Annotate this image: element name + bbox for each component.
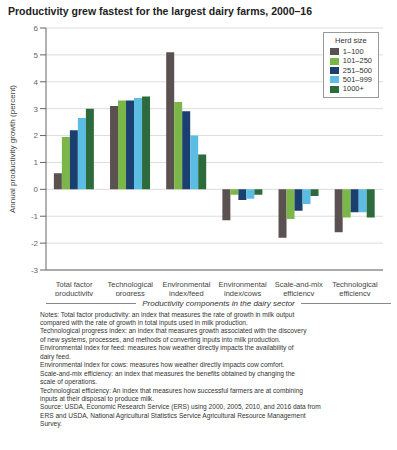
html-text:Scale-and-mix efficiency: an i: Scale-and-mix efficiency: an index that … — [40, 369, 295, 377]
svg-text:1: 1 — [34, 158, 39, 167]
html-text:dairy feed.: dairy feed. — [40, 352, 71, 360]
html-text:Source: USDA, Economic Researc: Source: USDA, Economic Research Service … — [40, 403, 321, 411]
html-text:Notes: Total factor productivi: Notes: Total factor productivity: an ind… — [40, 310, 295, 318]
svg-text:-1: -1 — [31, 212, 39, 221]
html-text:inputs at their disposal to pr: inputs at their disposal to produce milk… — [40, 395, 154, 402]
svg-text:-2: -2 — [31, 239, 39, 248]
html-text:Productivity grew fastest for: Productivity grew fastest for the larges… — [8, 5, 312, 17]
html-text:251–500: 251–500 — [342, 65, 372, 75]
html-text:Survey.: Survey. — [40, 420, 62, 428]
svg-text:Technologicalprogress: Technologicalprogress — [108, 280, 154, 296]
html-text:compared with the rate of grow: compared with the rate of growth in tota… — [40, 319, 248, 326]
html-text:Technological progress index:: Technological progress index: an index t… — [40, 327, 307, 335]
svg-text:5: 5 — [34, 50, 39, 59]
html-text:Technological efficiency: An i: Technological efficiency: An index that … — [40, 386, 303, 394]
html-text:ERS and USDA, National Agricul: ERS and USDA, National Agricultural Stat… — [40, 411, 306, 419]
html-text:Productivity components in the: Productivity components in the dairy sec… — [142, 298, 295, 308]
html-text:1–100: 1–100 — [342, 47, 364, 56]
html-text:Environmental index for feed:: Environmental index for feed: measures h… — [40, 344, 294, 352]
html-text:501–999: 501–999 — [342, 75, 372, 85]
svg-text:Total factorproductivity: Total factorproductivity — [55, 280, 93, 296]
html-text:1000+: 1000+ — [342, 84, 364, 94]
svg-text:6: 6 — [34, 23, 39, 32]
svg-text:Scale-and-mixefficiency: Scale-and-mixefficiency — [275, 280, 323, 296]
svg-text:3: 3 — [34, 104, 39, 113]
svg-text:Technologicalefficiency: Technologicalefficiency — [332, 280, 378, 296]
svg-text:Annual productivity growth (pe: Annual productivity growth (percent) — [8, 84, 17, 212]
html-text:101–250: 101–250 — [342, 56, 372, 66]
svg-text:2: 2 — [34, 131, 39, 140]
html-text:Environmental index for cows:: Environmental index for cows: measures h… — [40, 361, 285, 369]
html-text:scale of operations.: scale of operations. — [40, 378, 98, 386]
svg-text:-3: -3 — [31, 265, 39, 274]
svg-text:4: 4 — [34, 77, 39, 86]
svg-text:Environmentalindex/feed: Environmentalindex/feed — [162, 280, 210, 296]
html-text:Herd size: Herd size — [335, 35, 367, 45]
svg-text:Environmentalindex/cows: Environmentalindex/cows — [219, 280, 267, 296]
svg-text:0: 0 — [34, 185, 39, 194]
html-text:of new systems, processes, and: of new systems, processes, and methods o… — [40, 335, 281, 343]
